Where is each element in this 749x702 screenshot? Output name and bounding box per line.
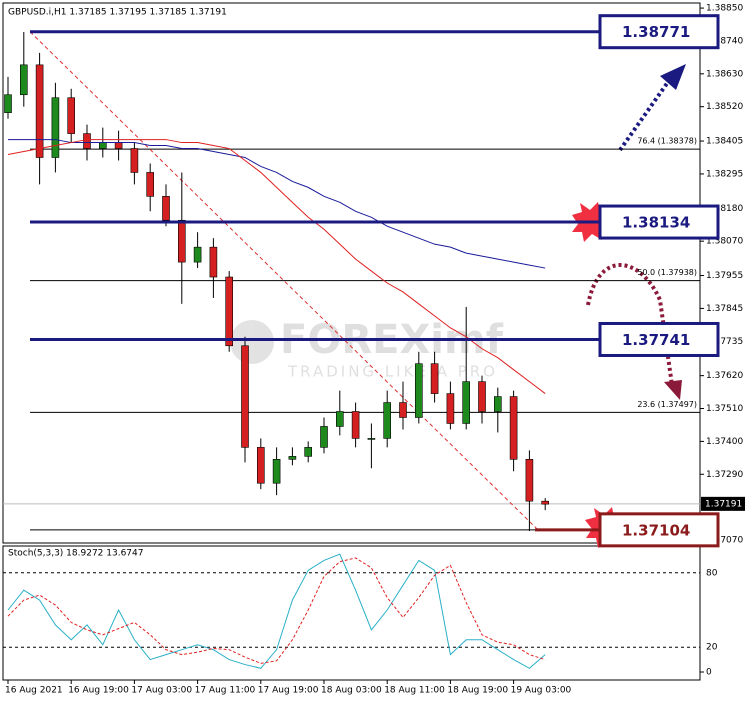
x-tick-label: 17 Aug 11:00 (195, 686, 256, 696)
level-box (598, 321, 720, 357)
moving-average (7, 139, 546, 394)
candle-body (478, 381, 486, 412)
x-tick-label: 18 Aug 19:00 (447, 686, 508, 696)
x-tick-label: 19 Aug 03:00 (511, 686, 572, 696)
y-tick-label: 1.37510 (706, 404, 743, 414)
stoch-tick-label: 80 (706, 568, 718, 578)
level-box (598, 204, 720, 240)
fib-label: 76.4 (1.38378) (637, 137, 697, 146)
stoch-line (7, 553, 546, 669)
candle-body (209, 246, 218, 278)
current-price-box (701, 496, 745, 511)
y-tick-label: 1.37955 (706, 271, 743, 281)
x-tick-label: 16 Aug 2021 (5, 686, 63, 696)
candle-body (256, 447, 265, 484)
arrow-down (586, 263, 674, 386)
y-tick-label: 1.38630 (706, 69, 743, 79)
y-tick-label: 1.37070 (706, 536, 743, 546)
candle-body (383, 402, 392, 439)
candle-body (225, 276, 233, 347)
fib-label: 23.6 (1.37497) (637, 400, 697, 409)
y-tick-label: 1.38405 (706, 137, 743, 147)
candle-body (430, 363, 439, 394)
candle-body (83, 133, 91, 149)
y-tick-label: 1.38520 (706, 102, 743, 112)
candle-body (304, 447, 313, 457)
candle-body (51, 97, 60, 158)
candle-body (462, 381, 471, 424)
level-label: 1.38771 (622, 23, 690, 41)
candle-body (493, 396, 502, 412)
x-tick-label: 16 Aug 19:00 (68, 686, 129, 696)
watermark-sub: TRADING LIKE A PRO (287, 363, 498, 381)
candle-body (162, 196, 170, 221)
x-tick-label: 18 Aug 11:00 (384, 686, 445, 696)
candle-body (4, 94, 12, 113)
x-tick-label: 18 Aug 03:00 (321, 686, 382, 696)
stoch-tick-label: 20 (706, 643, 718, 653)
candle-body (99, 142, 107, 149)
candle-body (114, 142, 123, 149)
level-label: 1.38134 (622, 214, 690, 232)
y-tick-label: 1.37620 (706, 371, 743, 381)
candle-body (525, 459, 534, 502)
arrow-up (618, 80, 670, 152)
y-tick-label: 1.38740 (706, 36, 743, 46)
y-tick-label: 1.37290 (706, 470, 743, 480)
y-tick-label: 1.37735 (706, 337, 743, 347)
candle-body (367, 438, 376, 440)
candle-body (146, 172, 154, 197)
chart-title: GBPUSD.i,H1 1.37185 1.37195 1.37185 1.37… (8, 8, 227, 18)
level-label: 1.37104 (622, 521, 690, 539)
candle-body (35, 64, 44, 158)
y-tick-label: 1.38180 (706, 204, 743, 214)
candle-body (288, 456, 297, 460)
stoch-panel (2, 545, 701, 681)
candle-body (335, 411, 344, 427)
y-tick-label: 1.37845 (706, 304, 743, 314)
moving-average (8, 139, 546, 269)
candle-body (414, 363, 423, 418)
stoch-line (7, 557, 546, 664)
level-box (598, 14, 720, 50)
candle-body (193, 246, 202, 263)
fib-label: 50.0 (1.37938) (637, 268, 697, 277)
candle-body (19, 64, 28, 96)
x-tick-label: 17 Aug 19:00 (258, 686, 319, 696)
candle-body (541, 500, 550, 505)
stoch-tick-label: 0 (706, 668, 712, 678)
candle-body (446, 393, 455, 424)
candle-body (130, 148, 139, 173)
arrow-head (664, 380, 682, 400)
candle-body (399, 402, 407, 418)
y-tick-label: 1.38070 (706, 237, 743, 247)
candle-body (178, 219, 186, 263)
main-panel (2, 2, 701, 544)
candle-body (320, 426, 328, 448)
candle-body (351, 411, 360, 439)
y-tick-label: 1.38850 (706, 4, 743, 14)
level-box (598, 512, 720, 548)
level-label: 1.37741 (622, 331, 690, 349)
current-price-label: 1.37191 (705, 499, 742, 509)
candle-body (241, 345, 249, 448)
candle-body (509, 396, 518, 460)
stoch-title: Stoch(5,3,3) 18.9272 13.6747 (8, 549, 143, 559)
y-tick-label: 1.37400 (706, 437, 743, 447)
candle-body (272, 459, 281, 484)
x-tick-label: 17 Aug 03:00 (131, 686, 192, 696)
y-tick-label: 1.38295 (706, 169, 743, 179)
candle-body (67, 97, 75, 134)
arrow-head (660, 64, 686, 90)
